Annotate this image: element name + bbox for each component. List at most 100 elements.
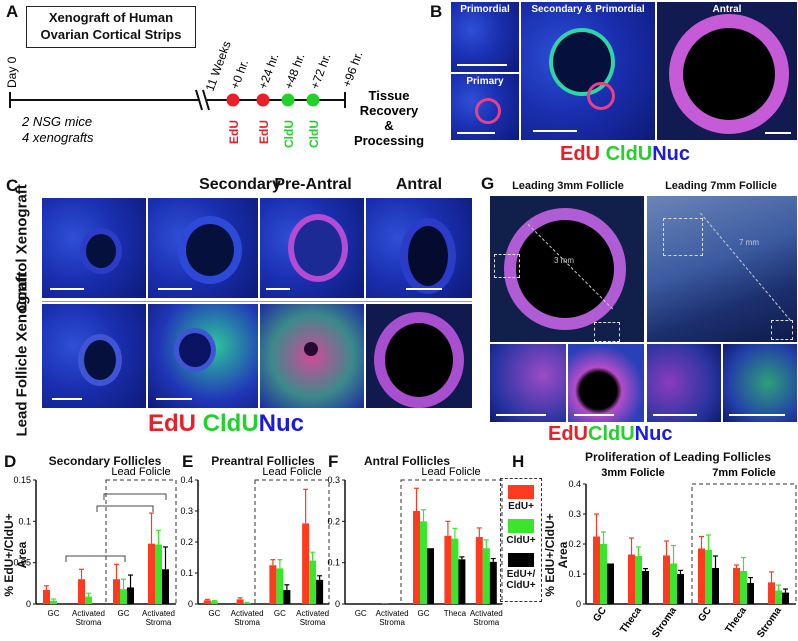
x-tick-label-F: GC [418,609,430,618]
y-tick-label-H: 0.3 [568,509,581,519]
panel-c-divider [42,301,472,302]
panel-g-stain-legend: EdUCldUNuc [548,423,672,446]
panel-b-stain-legend: EdU CldUNuc [560,143,690,166]
bar-E-0-0 [203,600,211,604]
scale-bar [406,288,442,290]
bar-F-3-1 [451,538,459,604]
x-tick-label-D: GC [118,609,130,618]
panel-c-header-secondary: Secondary [199,176,281,193]
stain-cldu: CldU [588,423,635,445]
bar-F-3-2 [458,559,466,604]
significance-bracket [65,555,126,562]
bar-D-3-1 [155,544,162,604]
micrograph-secondary-primordial: Secondary & Primordial [521,2,655,140]
day0-label: Day 0 [5,56,19,88]
y-tick-label-E: 0.3 [180,506,193,516]
micrograph-c-control-secondary-2 [148,198,258,298]
bar-D-2-2 [127,587,134,604]
panel-a-title-box: Xenograft of Human Ovarian Cortical Stri… [26,6,196,48]
y-tick-label-F: 0 [335,599,340,609]
xenografts-label: 4 xenografts [22,130,94,145]
scale-bar [50,288,84,290]
panel-a-title-line2: Ovarian Cortical Strips [40,27,182,42]
bar-H-0-2 [607,563,614,604]
bar-H-1-2 [642,571,649,604]
micrograph-tag: Secondary & Primordial [531,4,645,15]
significance-bracket [103,493,167,500]
x-tick-label-F: Stroma [473,618,499,627]
bar-F-2-2 [427,548,434,604]
micrograph-tag: Primordial [460,4,510,15]
x-tick-label-H: GC [696,605,714,624]
y-tick-label-E: 0.1 [180,568,193,578]
micrograph-c-lead-preantral [260,304,364,408]
injection-label-1: EdU [227,120,241,144]
micrograph-c-control-preantral [260,198,364,298]
bar-F-4-2 [489,561,497,604]
injection-dot-3 [281,93,295,107]
follicle-shape [78,334,122,386]
x-tick-label-D: Activated [142,609,175,618]
x-tick-label-H: Theca [723,605,749,635]
significance-bracket [96,505,154,512]
x-tick-label-D: Activated [72,609,105,618]
y-tick-label-E: 0.2 [180,537,193,547]
x-tick-label-F: Activated [376,609,409,618]
bar-F-3-0 [444,535,452,604]
bar-F-2-1 [420,521,427,604]
legend-swatch-edu [508,485,534,499]
zoom-box [494,254,520,278]
micrograph-g-zoom-4 [723,344,797,422]
bar-E-1-1 [243,603,251,604]
follicle-shape [174,328,216,372]
stain-nuc: Nuc [652,143,691,165]
follicle-shape [504,208,626,330]
micrograph-antral: Antral [657,2,797,140]
stain-edu: EdU [148,410,196,437]
bar-H-2-0 [663,555,670,604]
panel-c-header-antral: Antral [395,176,443,193]
y-tick-label-D: 0.1 [18,516,31,526]
stain-cldu: CldU [605,143,653,165]
legend-label-both-line2: CldU+ [506,580,536,591]
stain-cldu: CldU [202,410,259,437]
legend-label-cldu: CldU+ [506,535,536,546]
mice-label: 2 NSG mice [21,114,92,129]
lead-box-d [105,479,177,605]
panel-f-label: F [328,452,339,471]
x-tick-label-E: GC [208,609,220,618]
panel-c-stain-legend: EdU CldUNuc [148,410,304,438]
scale-bar [156,398,192,400]
chart-e-title: Preantral Follicles [211,454,315,468]
bar-E-0-1 [210,601,218,604]
x-tick-label-D: Stroma [146,618,172,627]
micrograph-c-lead-secondary-1 [42,304,146,408]
end-label-4: Processing [354,133,424,148]
bar-D-0-0 [43,589,50,604]
follicle-shape [80,228,122,274]
scale-bar [158,288,192,290]
bar-H-0-1 [600,544,607,604]
micrograph-primary: Primary [451,74,519,140]
lead-label-d: Lead Folicle [111,466,170,478]
stain-edu: EdU [548,423,588,445]
micrograph-c-lead-antral [366,304,472,408]
stain-nuc: Nuc [634,423,673,445]
panel-a-title-line1: Xenograft of Human [48,10,174,25]
sub-label-3mm: 3mm Folicle [601,467,665,479]
scale-bar [729,414,785,416]
panel-c-label: C [6,176,19,195]
x-tick-label-E: Activated [231,609,264,618]
bar-E-3-1 [309,560,317,604]
micrograph-g-zoom-1 [490,344,566,422]
bar-F-1-0 [381,603,389,604]
y-tick-label-H: 0.1 [568,569,581,579]
follicle-shape [400,218,456,294]
bar-H-4-2 [747,583,754,604]
micrograph-tag: Primary [466,76,504,87]
panel-b-label: B [430,2,443,21]
x-tick-label-H: Stroma [755,605,784,640]
micrograph-c-control-antral [366,198,472,298]
bar-E-2-0 [269,565,277,604]
